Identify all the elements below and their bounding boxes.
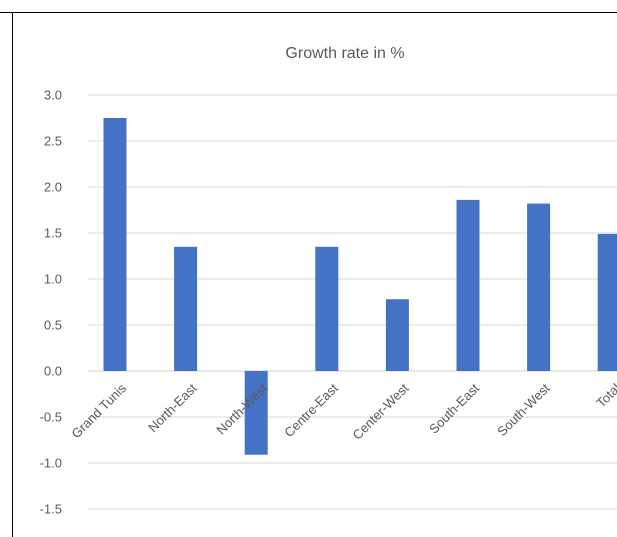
bar <box>385 299 409 371</box>
bar <box>527 203 551 371</box>
y-tick-label: 2.0 <box>44 180 62 195</box>
chart-title: Growth rate in % <box>285 45 404 62</box>
y-tick-label: 0.5 <box>44 318 62 333</box>
y-tick-label: -1.0 <box>40 456 62 471</box>
bar <box>456 199 480 371</box>
bar <box>103 118 127 371</box>
y-tick-label: 0.0 <box>44 364 62 379</box>
y-tick-label: -1.5 <box>40 502 62 517</box>
category-label: Grand Tunis <box>68 380 129 441</box>
y-tick-label: 3.0 <box>44 88 62 103</box>
bar <box>244 371 268 455</box>
bars <box>103 118 617 455</box>
bar <box>315 246 339 371</box>
bar <box>597 233 617 371</box>
category-label: South-East <box>426 380 482 436</box>
category-label: Total <box>593 380 617 410</box>
category-label: Center-West <box>349 380 411 442</box>
category-labels: Grand Tunis North-East North-West Centre-Ea… <box>68 380 617 442</box>
y-tick-label: 1.5 <box>44 226 62 241</box>
y-tick-label: -0.5 <box>40 410 62 425</box>
bar <box>174 246 198 371</box>
category-label: South-West <box>494 380 553 439</box>
y-axis-tick-labels: 3.0 2.5 2.0 1.5 1.0 0.5 0.0 -0.5 -1.0 -1.5 <box>40 88 62 517</box>
category-label: North-East <box>145 380 200 435</box>
y-tick-label: 1.0 <box>44 272 62 287</box>
y-tick-label: 2.5 <box>44 134 62 149</box>
category-label: Centre-East <box>281 380 341 440</box>
